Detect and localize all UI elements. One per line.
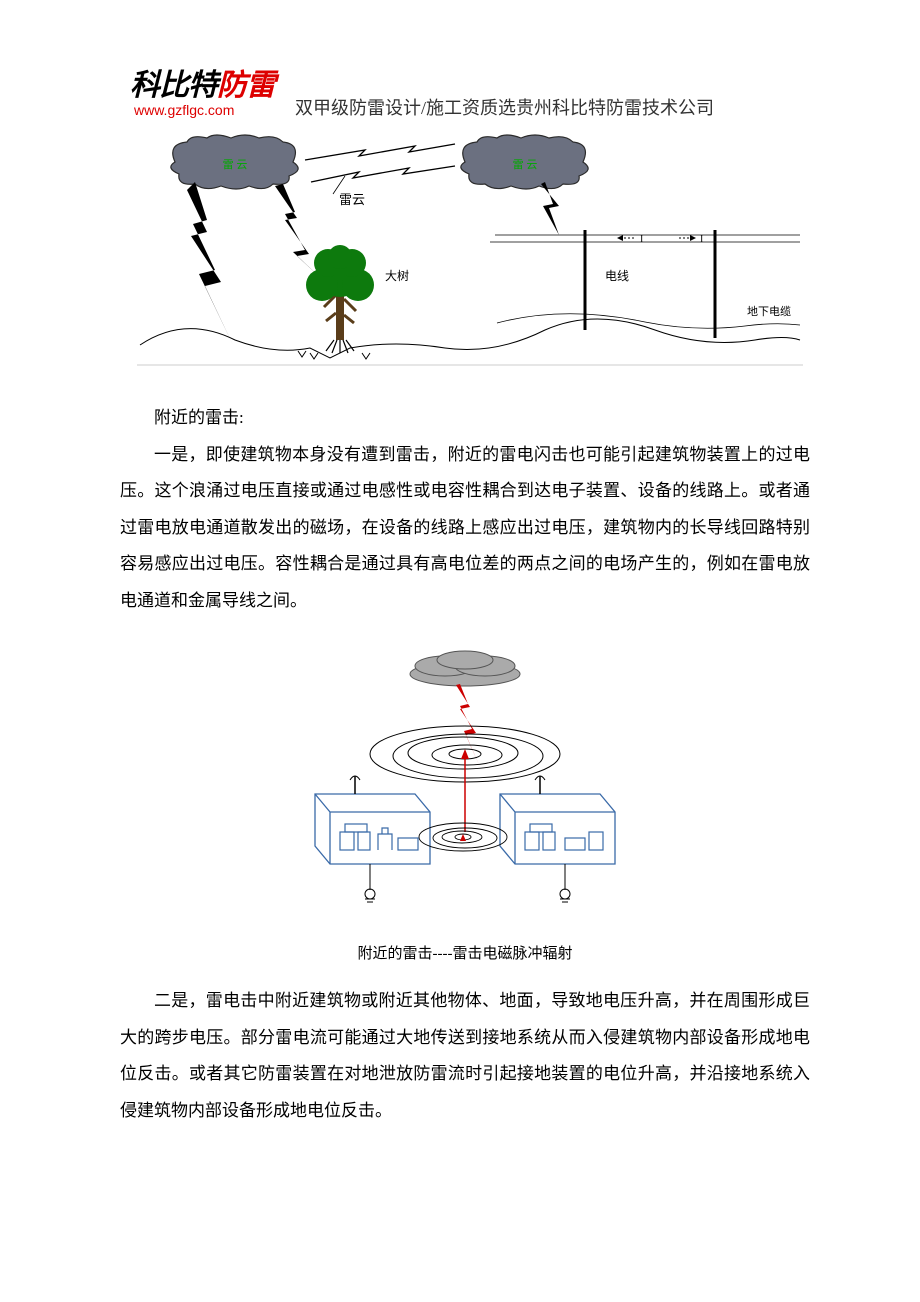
cloud-arrow-label: 雷云 <box>339 192 365 207</box>
logo: 科比特防雷 www.gzflgc.com <box>130 60 275 118</box>
section1-paragraph: 一是，即使建筑物本身没有遭到雷击，附近的雷电闪击也可能引起建筑物装置上的过电压。… <box>120 437 810 620</box>
logo-text-part2: 防雷 <box>217 69 275 102</box>
logo-text-part1: 科比特 <box>130 69 217 102</box>
header-title: 双甲级防雷设计/施工资质选贵州科比特防雷技术公司 <box>295 94 714 120</box>
logo-text: 科比特防雷 <box>130 60 275 104</box>
wire-label: 电线 <box>605 269 629 283</box>
page-header: 科比特防雷 www.gzflgc.com 双甲级防雷设计/施工资质选贵州科比特防… <box>120 60 810 120</box>
body-text-block-1: 附近的雷击: 一是，即使建筑物本身没有遭到雷击，附近的雷电闪击也可能引起建筑物装… <box>120 400 810 619</box>
diagram2-caption: 附近的雷击----雷击电磁脉冲辐射 <box>120 942 810 963</box>
svg-text:I: I <box>640 234 643 245</box>
logo-url: www.gzflgc.com <box>134 102 275 118</box>
underground-cable-label: 地下电缆 <box>747 305 791 318</box>
lightning-diagram-2 <box>300 649 630 919</box>
body-text-block-2: 二是，雷电击中附近建筑物或附近其他物体、地面，导致地电压升高，并在周围形成巨大的… <box>120 983 810 1129</box>
lightning-diagram-1: 雷 云 雷 云 雷云 <box>135 130 805 380</box>
lightning-diagram-2-wrap: 附近的雷击----雷击电磁脉冲辐射 <box>120 649 810 963</box>
section1-heading: 附近的雷击: <box>120 400 810 437</box>
tree-label: 大树 <box>385 268 409 283</box>
cloud-right-label: 雷 云 <box>513 158 538 171</box>
svg-text:I: I <box>700 234 703 245</box>
section2-paragraph: 二是，雷电击中附近建筑物或附近其他物体、地面，导致地电压升高，并在周围形成巨大的… <box>120 983 810 1129</box>
cloud-left-label: 雷 云 <box>223 158 248 171</box>
